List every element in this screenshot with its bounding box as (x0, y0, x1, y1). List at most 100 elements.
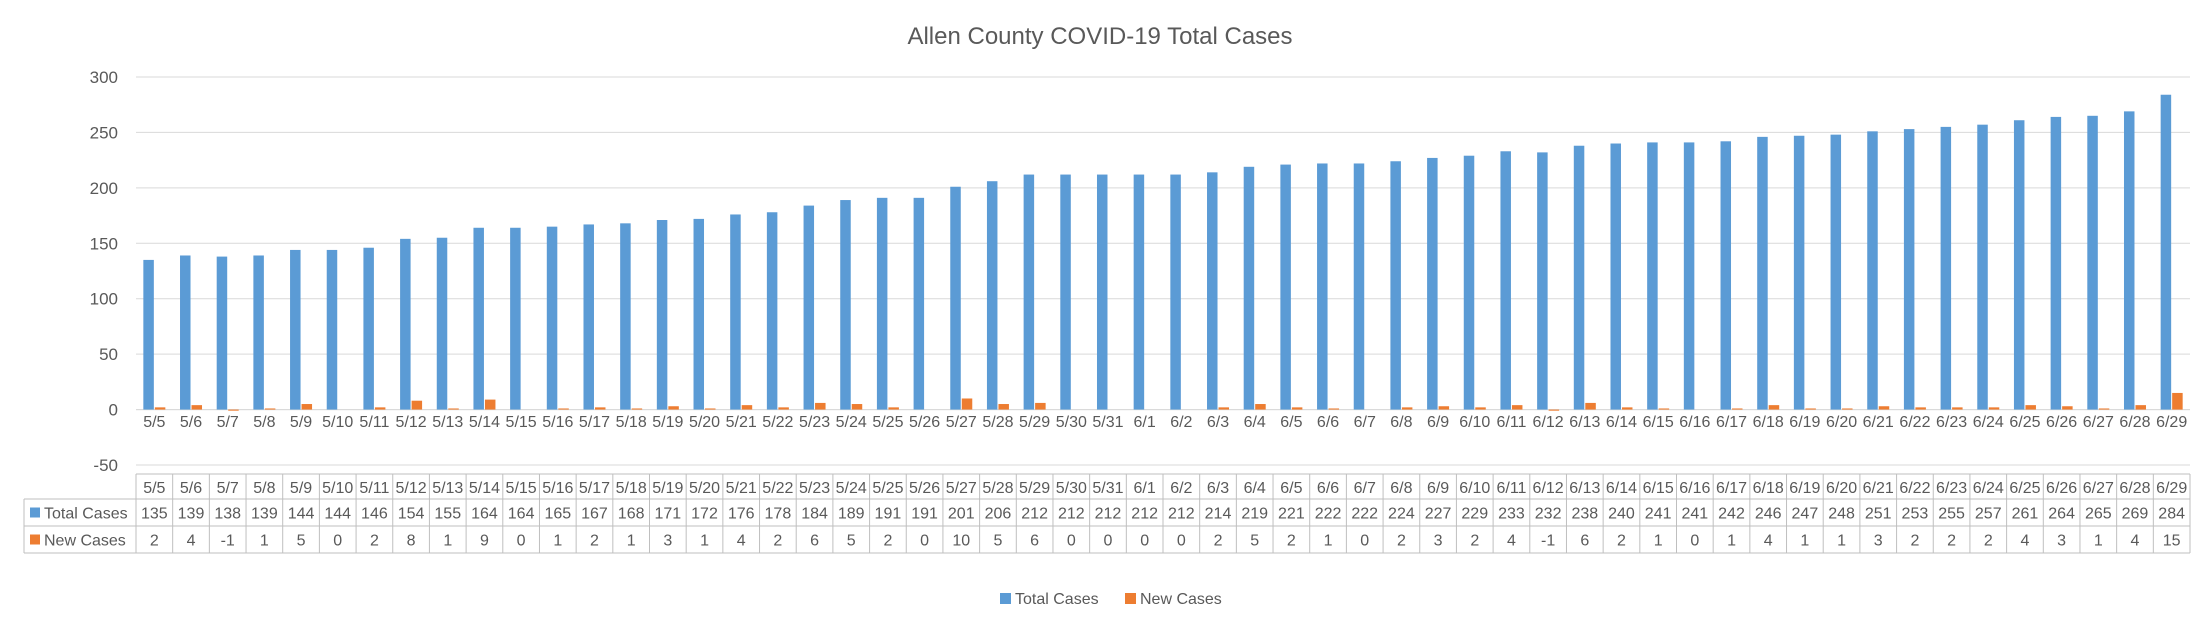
table-header-cell: 6/17 (1716, 480, 1747, 497)
x-tick-label: 6/19 (1789, 414, 1820, 431)
table-header-cell: 6/28 (2119, 480, 2150, 497)
table-legend-key (30, 507, 40, 518)
table-value-cell: 219 (1241, 506, 1268, 523)
bar-new-cases (1401, 407, 1413, 410)
table-header-cell: 6/11 (1496, 480, 1526, 497)
table-value-cell: 240 (1608, 506, 1635, 523)
table-value-cell: 172 (691, 506, 718, 523)
data-table: 5/5 5/6 5/7 5/8 5/9 5/10 5/11 5/12 5/13 5/14 5/15 5… (23, 473, 2191, 554)
x-tick-label: 6/11 (1496, 414, 1526, 431)
table-header-cell: 6/19 (1789, 480, 1820, 497)
x-tick-label: 6/15 (1643, 414, 1674, 431)
x-tick-label: 6/25 (2009, 414, 2040, 431)
table-header-cell: 6/8 (1390, 480, 1412, 497)
table-value-cell: 241 (1681, 506, 1708, 523)
table-value-cell: 2 (1397, 533, 1406, 550)
bar-new-cases (2098, 408, 2110, 410)
table-header-cell: 5/24 (836, 480, 867, 497)
table-header-cell: 6/3 (1207, 480, 1229, 497)
table-value-cell: 222 (1315, 506, 1342, 523)
bar-new-cases (1475, 407, 1486, 410)
bar-new-cases (1255, 404, 1266, 410)
table-value-cell: 10 (952, 533, 970, 550)
bar-total-cases (840, 200, 851, 410)
table-value-cell: 15 (2163, 533, 2181, 550)
table-value-cell: 261 (2012, 506, 2039, 523)
bar-new-cases (448, 408, 459, 410)
x-tick-label: 6/18 (1753, 414, 1784, 431)
table-header-cell: 6/29 (2156, 480, 2187, 497)
table-value-cell: 257 (1975, 506, 2002, 523)
bar-total-cases (1427, 157, 1438, 410)
x-tick-label: 5/29 (1019, 414, 1050, 431)
x-tick-label: 6/23 (1936, 414, 1967, 431)
bar-total-cases (986, 181, 998, 410)
bar-total-cases (1647, 142, 1658, 410)
x-tick-label: 5/26 (909, 414, 940, 431)
table-header-cell: 5/16 (542, 480, 573, 497)
y-tick-label: 200 (90, 179, 118, 198)
x-tick-label: 5/6 (180, 414, 202, 431)
legend: Total Cases New Cases (1000, 591, 1222, 608)
table-value-cell: 246 (1755, 506, 1782, 523)
bar-new-cases (2172, 392, 2183, 410)
bar-new-cases (1621, 407, 1633, 410)
y-tick-label: 0 (109, 401, 118, 420)
x-tick-label: 6/6 (1317, 414, 1339, 431)
bar-new-cases (998, 404, 1009, 410)
table-value-cell: 176 (728, 506, 755, 523)
x-tick-label: 6/5 (1280, 414, 1302, 431)
table-header-cell: 6/9 (1427, 480, 1449, 497)
table-value-cell: -1 (1541, 533, 1555, 550)
table-value-cell: 184 (801, 506, 828, 523)
x-tick-label: 5/23 (799, 414, 830, 431)
bar-new-cases (705, 408, 716, 410)
table-value-cell: 251 (1865, 506, 1892, 523)
table-value-cell: 0 (1140, 533, 1149, 550)
table-value-cell: 2 (773, 533, 782, 550)
bar-new-cases (741, 405, 753, 410)
bar-total-cases (180, 255, 191, 410)
table-header-cell: 6/6 (1317, 480, 1339, 497)
table-value-cell: 4 (2131, 533, 2140, 550)
x-tick-label: 6/17 (1716, 414, 1747, 431)
table-header-cell: 5/17 (579, 480, 610, 497)
table-value-cell: 135 (141, 506, 168, 523)
table-value-cell: 3 (663, 533, 672, 550)
bar-total-cases (1463, 155, 1475, 410)
chart-title: Allen County COVID-19 Total Cases (907, 23, 1292, 50)
table-value-cell: 2 (883, 533, 892, 550)
table-value-cell: 238 (1571, 506, 1598, 523)
table-header-cell: 6/20 (1826, 480, 1857, 497)
table-value-cell: 3 (1434, 533, 1443, 550)
table-header-cell: 6/4 (1244, 480, 1266, 497)
bar-new-cases (1658, 408, 1670, 410)
bar-total-cases (2050, 116, 2062, 410)
table-value-cell: 0 (1690, 533, 1699, 550)
table-value-cell: 171 (654, 506, 681, 523)
table-value-cell: 4 (737, 533, 746, 550)
x-tick-label: 5/22 (762, 414, 793, 431)
bar-total-cases (1793, 135, 1805, 410)
bar-total-cases (2013, 120, 2025, 410)
table-header-cell: 5/21 (726, 480, 757, 497)
bar-new-cases (1511, 405, 1523, 410)
bar-total-cases (436, 237, 448, 410)
table-value-cell: 0 (1104, 533, 1113, 550)
table-value-cell: 164 (508, 506, 535, 523)
table-value-cell: 0 (1360, 533, 1369, 550)
bar-total-cases (1353, 163, 1365, 410)
table-value-cell: 1 (260, 533, 269, 550)
bar-total-cases (656, 220, 668, 410)
table-header-cell: 6/16 (1679, 480, 1710, 497)
table-value-cell: 0 (333, 533, 342, 550)
table-value-cell: 3 (2057, 533, 2066, 550)
table-header-cell: 5/11 (359, 480, 389, 497)
table-header-cell: 5/13 (432, 480, 463, 497)
x-tick-label: 5/13 (432, 414, 463, 431)
bars (143, 94, 2183, 411)
bar-total-cases (1977, 124, 1988, 410)
table-value-cell: 2 (1947, 533, 1956, 550)
x-tick-label: 5/12 (396, 414, 427, 431)
y-tick-label: -50 (93, 456, 118, 475)
